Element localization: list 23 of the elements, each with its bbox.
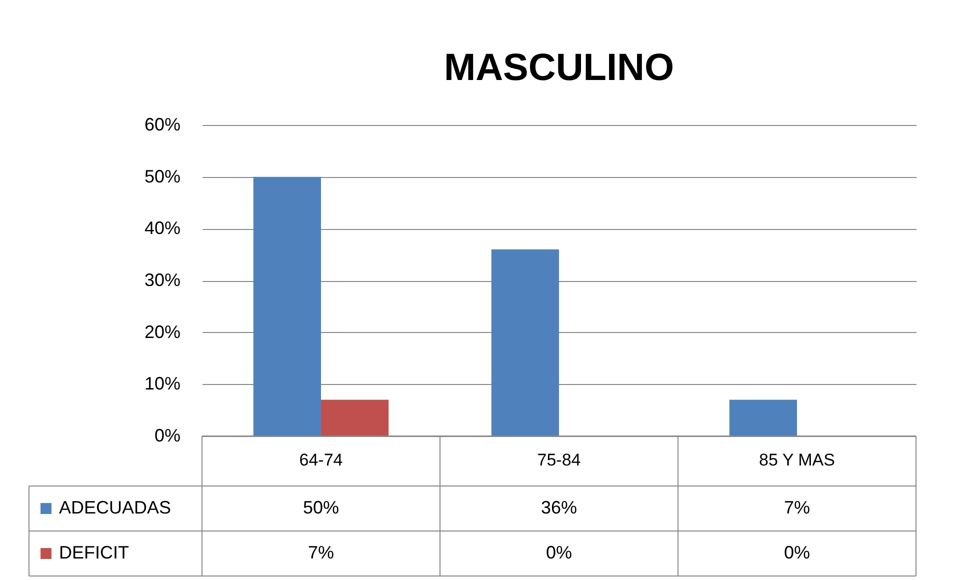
data-label: 7% — [784, 498, 810, 518]
legend-label: ADECUADAS — [59, 498, 172, 518]
y-tick-label: 20% — [144, 322, 180, 342]
legend-label: DEFICIT — [59, 542, 129, 562]
bar — [729, 400, 797, 436]
data-label: 0% — [546, 542, 572, 562]
chart-title: MASCULINO — [444, 47, 674, 89]
data-label: 36% — [540, 498, 578, 518]
bar — [491, 249, 559, 436]
y-tick-label: 30% — [144, 270, 180, 290]
x-tick-label: 75-84 — [537, 450, 581, 470]
y-tick-label: 0% — [154, 426, 180, 446]
bar — [253, 176, 321, 436]
x-tick-label: 64-74 — [299, 450, 343, 470]
y-tick-label: 10% — [144, 374, 180, 394]
x-tick-label: 85 Y MAS — [759, 450, 835, 470]
bar — [321, 400, 389, 436]
data-label: 7% — [308, 542, 334, 562]
y-tick-label: 60% — [144, 114, 180, 134]
data-label: 0% — [784, 542, 810, 562]
data-label: 50% — [302, 498, 340, 518]
y-tick-label: 40% — [144, 218, 180, 238]
y-tick-label: 50% — [144, 166, 180, 186]
